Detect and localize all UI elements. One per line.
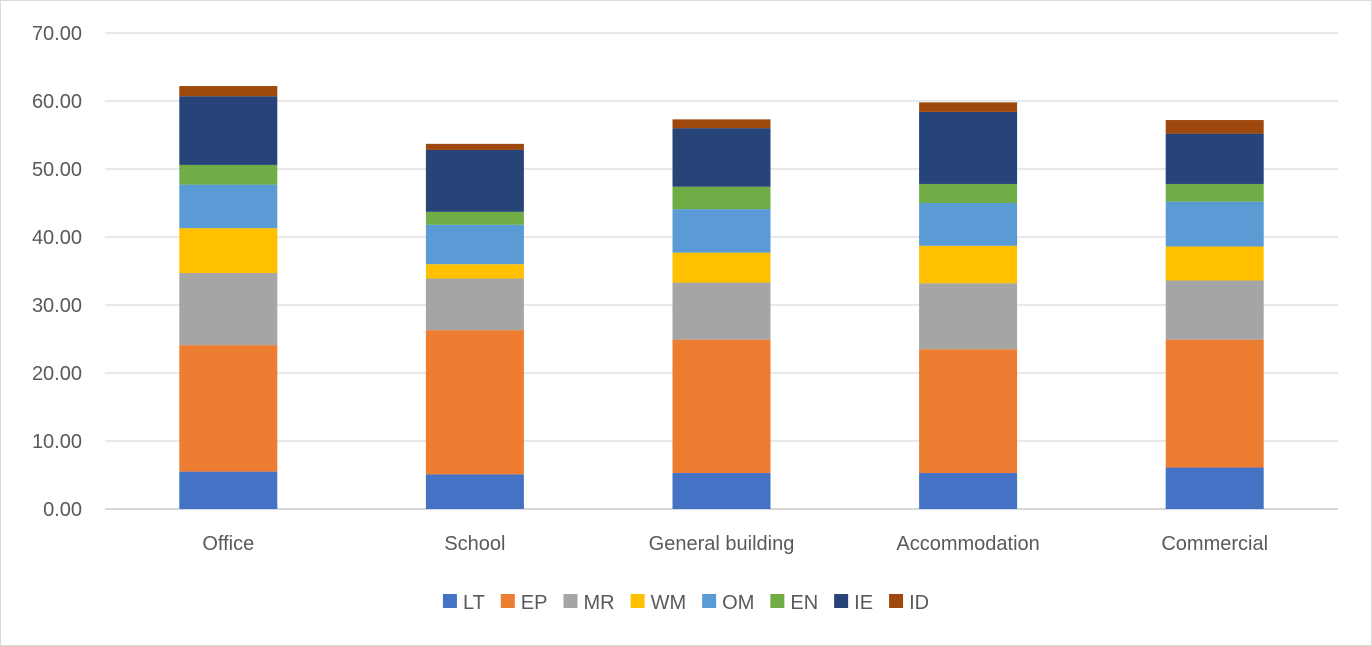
legend: LT EP MR WM OM EN IE ID	[442, 592, 929, 614]
legend-swatch-en	[770, 594, 785, 608]
legend-swatch-ep	[500, 594, 515, 608]
legend-label-wm: WM	[651, 592, 687, 614]
y-tick-label: 60.00	[32, 91, 82, 113]
legend-label-ie: IE	[854, 592, 873, 614]
legend-label-lt: LT	[463, 592, 485, 614]
legend-swatch-id	[889, 594, 904, 608]
bar-segment-lt	[672, 472, 771, 509]
y-axis: 0.00 10.00 20.00 30.00 40.00 50.00 60.00 70.00	[32, 23, 82, 521]
bar-segment-id	[179, 86, 278, 97]
bar-segment-wm	[919, 245, 1018, 284]
legend-label-en: EN	[790, 592, 818, 614]
x-axis: Office School General building Accommodatio…	[202, 533, 1268, 555]
legend-swatch-ie	[834, 594, 849, 608]
legend-label-ep: EP	[521, 592, 548, 614]
legend-swatch-om	[702, 594, 717, 608]
legend-label-id: ID	[909, 592, 929, 614]
bar-segment-wm	[179, 228, 278, 274]
legend-swatch-wm	[630, 594, 645, 608]
bar-segment-en	[1165, 183, 1264, 202]
bar-segment-om	[179, 184, 278, 229]
bars	[179, 86, 1264, 509]
bar-segment-wm	[672, 252, 771, 283]
bar-segment-mr	[672, 282, 771, 340]
bar-segment-ie	[179, 96, 278, 165]
y-tick-label: 20.00	[32, 363, 82, 385]
x-tick-label: School	[444, 533, 505, 555]
bar-segment-om	[1165, 201, 1264, 247]
bar-segment-mr	[179, 273, 278, 346]
bar-segment-wm	[1165, 246, 1264, 281]
bar-segment-om	[425, 224, 524, 265]
bar-segment-id	[425, 143, 524, 150]
x-tick-label: Office	[202, 533, 254, 555]
bar-segment-ep	[1165, 339, 1264, 468]
bar-segment-id	[919, 102, 1018, 112]
y-tick-label: 10.00	[32, 431, 82, 453]
bar-segment-ep	[919, 349, 1018, 473]
legend-label-om: OM	[722, 592, 754, 614]
bar-segment-ie	[425, 149, 524, 212]
bar-segment-mr	[1165, 280, 1264, 340]
bar-segment-ep	[672, 339, 771, 473]
x-tick-label: Accommodation	[896, 533, 1039, 555]
bar-segment-ie	[919, 111, 1018, 184]
bar-segment-lt	[179, 471, 278, 509]
bar-segment-ep	[425, 330, 524, 475]
bar-segment-en	[672, 186, 771, 210]
y-tick-label: 50.00	[32, 159, 82, 181]
bar-segment-om	[672, 209, 771, 253]
legend-swatch-mr	[563, 594, 578, 608]
bar-segment-om	[919, 203, 1018, 246]
x-tick-label: Commercial	[1161, 533, 1268, 555]
bar-segment-mr	[919, 283, 1018, 350]
bar-segment-en	[919, 183, 1018, 203]
bar-segment-lt	[919, 472, 1018, 509]
legend-label-mr: MR	[583, 592, 614, 614]
bar-segment-id	[1165, 120, 1264, 134]
bar-segment-mr	[425, 278, 524, 331]
bar-segment-id	[672, 119, 771, 129]
bar-segment-lt	[1165, 467, 1264, 509]
bar-segment-wm	[425, 264, 524, 279]
y-tick-label: 30.00	[32, 295, 82, 317]
legend-swatch-lt	[442, 594, 457, 608]
bar-segment-ie	[672, 128, 771, 187]
bar-segment-en	[425, 211, 524, 225]
bar-segment-ep	[179, 345, 278, 472]
bar-segment-lt	[425, 474, 524, 509]
x-tick-label: General building	[649, 533, 795, 555]
y-tick-label: 0.00	[43, 499, 82, 521]
y-tick-label: 70.00	[32, 23, 82, 45]
bar-segment-en	[179, 164, 278, 185]
bar-segment-ie	[1165, 133, 1264, 184]
y-tick-label: 40.00	[32, 227, 82, 249]
